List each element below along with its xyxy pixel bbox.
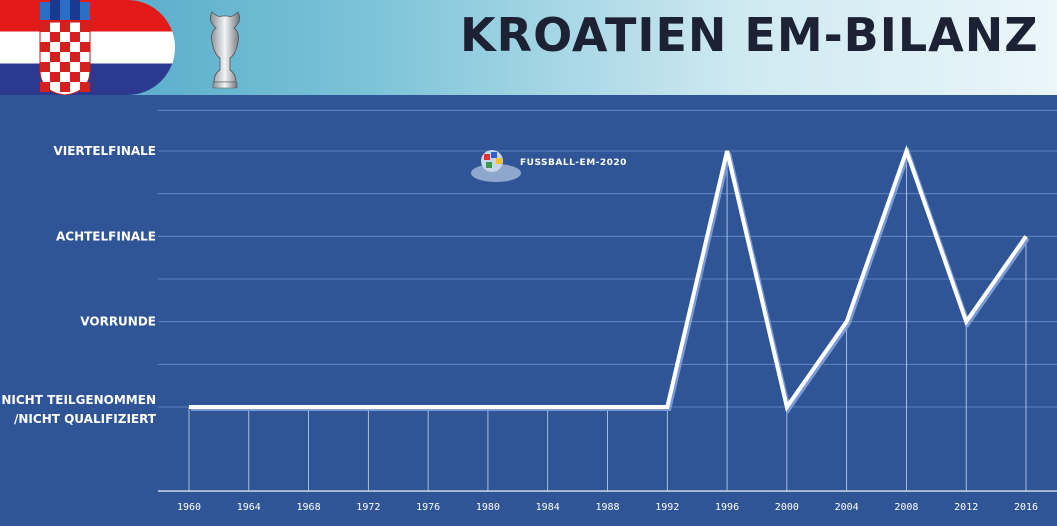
y-tick-label: VIERTELFINALE	[53, 144, 156, 158]
shield-check	[50, 32, 60, 42]
x-tick-label: 1960	[177, 502, 201, 513]
shield-check	[40, 82, 50, 92]
x-tick-label: 2000	[775, 502, 799, 513]
x-tick-label: 2004	[835, 502, 859, 513]
x-axis-labels: 1960 1964 1968 1972 1976 1980 1984 1988 1992 1996…	[177, 502, 1038, 513]
series-line	[188, 144, 1030, 414]
header-banner: Kroatien EM-Bilanz	[0, 0, 1057, 95]
watermark-logo-icon	[471, 150, 521, 182]
x-tick-label: 2016	[1014, 502, 1038, 513]
shield-check	[80, 62, 90, 72]
y-axis-labels: NICHT TEILGENOMMEN/NICHT QUALIFIZIERT VOR…	[1, 144, 156, 426]
croatia-flag-icon	[0, 0, 175, 95]
shield-check	[70, 32, 80, 42]
x-tick-label: 1996	[715, 502, 739, 513]
x-tick-label: 1968	[297, 502, 321, 513]
vertical-guides	[188, 151, 1027, 491]
shield-check	[40, 62, 50, 72]
x-tick-label: 1988	[595, 502, 619, 513]
croatia-shield-icon	[39, 0, 91, 95]
line-chart: NICHT TEILGENOMMEN/NICHT QUALIFIZIERT VOR…	[1, 109, 1057, 513]
shield-check	[70, 52, 80, 62]
shield-check	[80, 42, 90, 52]
shield-check	[60, 62, 70, 72]
shield-check	[50, 72, 60, 82]
shield-check	[70, 72, 80, 82]
page-title: Kroatien EM-Bilanz	[460, 8, 1039, 62]
shield-check	[60, 22, 70, 32]
em-trophy-icon	[210, 11, 240, 89]
x-tick-label: 1980	[476, 502, 500, 513]
x-tick-label: 1992	[655, 502, 679, 513]
chart-area: NICHT TEILGENOMMEN/NICHT QUALIFIZIERT VOR…	[0, 95, 1057, 526]
shield-check	[60, 42, 70, 52]
y-tick-label: ACHTELFINALE	[56, 229, 156, 243]
series-shadow	[191, 146, 1030, 414]
shield-check	[80, 82, 90, 92]
shield-check	[40, 22, 50, 32]
x-tick-label: 2008	[894, 502, 918, 513]
x-tick-label: 2012	[954, 502, 978, 513]
y-tick-label: NICHT TEILGENOMMEN	[1, 393, 156, 407]
y-tick-label: /NICHT QUALIFIZIERT	[14, 412, 157, 426]
shield-check	[80, 22, 90, 32]
grid	[158, 109, 1057, 492]
shield-check	[50, 52, 60, 62]
x-tick-label: 1976	[416, 502, 440, 513]
x-tick-label: 1972	[356, 502, 380, 513]
shield-check	[40, 42, 50, 52]
x-tick-label: 1984	[536, 502, 560, 513]
watermark-text: FUSSBALL-EM-2020	[520, 158, 627, 168]
x-tick-label: 1964	[237, 502, 261, 513]
y-tick-label: VORRUNDE	[80, 315, 156, 329]
shield-check	[60, 82, 70, 92]
